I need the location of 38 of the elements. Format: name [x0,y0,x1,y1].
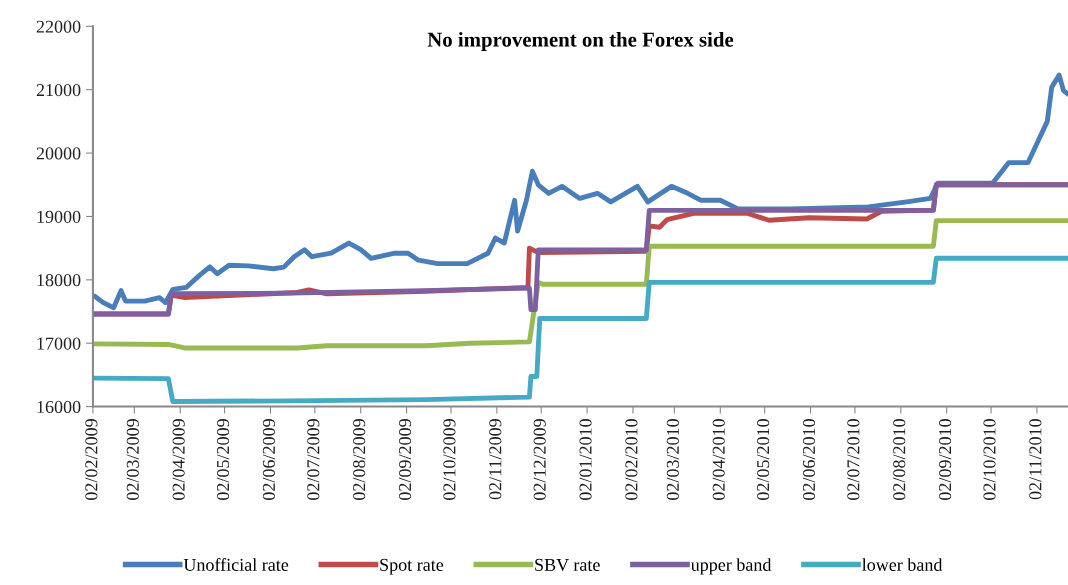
x-tick-label: 02/03/2009 [126,419,139,500]
x-tick-label: 02/05/2010 [757,419,770,500]
x-tick-label: 02/06/2010 [802,419,816,500]
x-tick-label: 02/05/2009 [216,419,230,500]
x-tick-label: 02/04/2009 [172,419,185,500]
x-tick-label: 02/11/2010 [1029,419,1042,500]
y-tick-label: 17000 [37,337,81,350]
x-tick-label: 02/02/2009 [85,419,98,500]
legend-label: Spot rate [380,558,444,575]
legend-label: upper band [690,558,772,575]
legend-label: SBV rate [535,558,600,572]
x-tick-label: 02/02/2010 [625,419,638,500]
x-tick-label: 02/09/2009 [398,419,412,500]
y-tick-label: 20000 [36,147,81,160]
legend-label: lower band [862,558,943,571]
line-series [92,255,1068,404]
chart-title: No improvement on the Forex side [427,32,734,51]
y-tick-label: 16000 [37,400,81,414]
y-tick-label: 18000 [37,274,81,287]
x-tick-label: 02/07/2010 [847,419,860,500]
x-tick-label: 02/03/2010 [666,419,679,500]
x-tick-label: 02/09/2010 [939,419,952,500]
x-tick-label: 02/04/2010 [712,419,725,500]
line-series [92,182,1068,317]
x-tick-label: 02/08/2009 [353,419,366,500]
y-tick-label: 21000 [36,83,81,97]
x-tick-label: 02/08/2010 [893,419,906,500]
x-tick-label: 02/11/2009 [489,419,502,500]
x-tick-label: 02/12/2009 [533,419,546,500]
y-tick-label: 19000 [37,210,81,223]
x-tick-label: 02/10/2010 [983,419,996,500]
line-series [92,218,1068,351]
legend-label: Unofficial rate [183,558,289,571]
x-tick-label: 02/01/2010 [579,419,592,500]
x-tick-label: 02/06/2009 [262,419,275,500]
x-tick-label: 02/07/2009 [307,419,320,500]
y-tick-label: 22000 [36,20,81,33]
x-tick-label: 02/10/2009 [443,419,456,500]
